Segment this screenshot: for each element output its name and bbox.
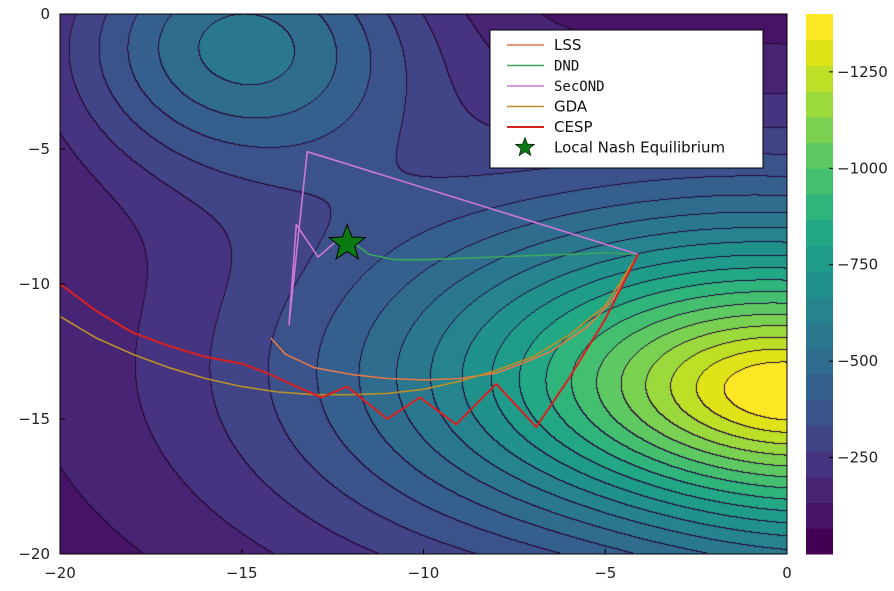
legend-box xyxy=(489,29,764,169)
series-line-cesp xyxy=(60,253,639,429)
colorbar-band xyxy=(806,142,833,169)
colorbar-band xyxy=(806,116,833,144)
y-tick-label: 0 xyxy=(40,5,50,23)
x-tick-label: −5 xyxy=(594,564,616,582)
colorbar-tick-label: −250 xyxy=(837,449,878,467)
y-tick-label: −20 xyxy=(18,545,50,563)
colorbar-band xyxy=(806,451,833,478)
colorbar-band xyxy=(806,168,833,195)
legend-entry-label: GDA xyxy=(554,98,588,116)
colorbar-tick-label: −1250 xyxy=(837,63,888,81)
legend-entry-label: LSS xyxy=(554,36,581,54)
colorbar-band xyxy=(806,374,833,401)
x-tick-label: −10 xyxy=(408,564,440,582)
colorbar-band xyxy=(806,322,833,349)
legend-swatch-star xyxy=(514,136,536,157)
colorbar-band xyxy=(806,65,833,92)
colorbar-tick-label: −1000 xyxy=(837,159,888,177)
colorbar-tick-label: −750 xyxy=(837,256,878,274)
y-tick-label: −15 xyxy=(18,410,50,428)
colorbar-band xyxy=(806,219,833,246)
colorbar-band xyxy=(806,476,833,504)
legend-entry-label: DND xyxy=(554,59,579,75)
legend-entry-label: Local Nash Equilibrium xyxy=(554,139,725,157)
colorbar-band xyxy=(806,296,833,324)
series-line-gda xyxy=(60,253,639,396)
x-tick-label: −15 xyxy=(226,564,258,582)
colorbar-band xyxy=(806,502,833,529)
legend-entry-label: SecOND xyxy=(554,79,605,95)
colorbar-band xyxy=(806,91,833,118)
colorbar-band xyxy=(806,399,833,426)
series-line-dnd xyxy=(350,240,639,261)
y-tick-label: −10 xyxy=(18,275,50,293)
x-tick-label: −20 xyxy=(44,564,76,582)
colorbar-band xyxy=(806,528,833,555)
x-tick-label: 0 xyxy=(782,564,792,582)
axes: −20 −15 −10 −5 0 0 −5 −10 −15 −20 xyxy=(18,5,791,582)
series-line-lss xyxy=(270,253,639,381)
colorbar-band xyxy=(806,194,833,221)
colorbar-band xyxy=(806,425,833,452)
colorbar: −250 −500 −750 −1000 −1250 xyxy=(806,14,888,555)
colorbar-tick-label: −500 xyxy=(837,352,878,370)
colorbar-band xyxy=(806,245,833,272)
colorbar-band xyxy=(806,39,833,66)
y-tick-label: −5 xyxy=(28,140,50,158)
colorbar-band xyxy=(806,14,833,41)
colorbar-band xyxy=(806,348,833,375)
marker-local-nash-equilibrium xyxy=(327,223,367,261)
legend-entry-label: CESP xyxy=(554,118,593,136)
colorbar-band xyxy=(806,271,833,298)
legend: LSS DND SecOND GDA CESP Local Nash Equilibriu… xyxy=(489,29,764,169)
